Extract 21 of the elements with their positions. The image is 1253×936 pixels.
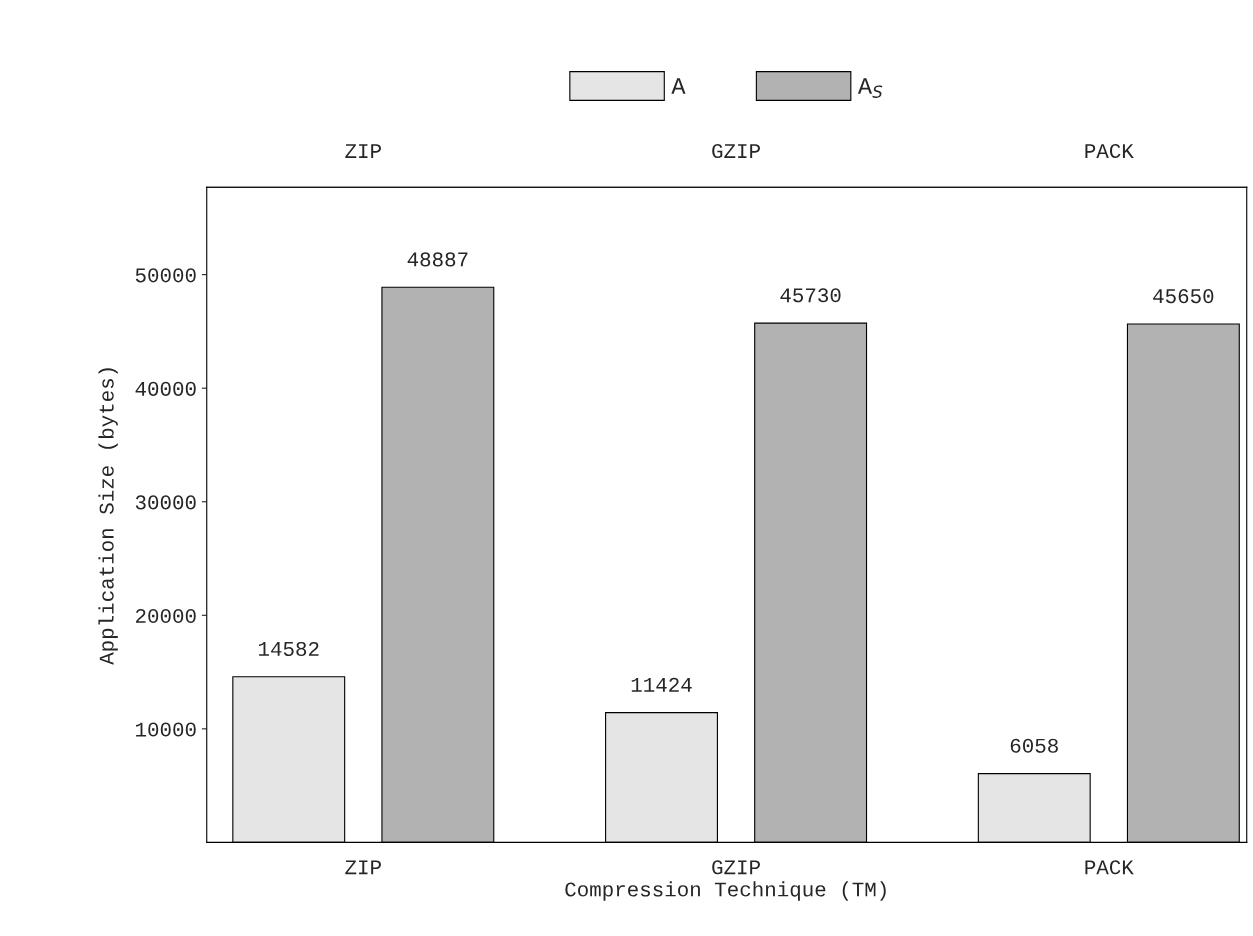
legend-label: A$_{S}$ bbox=[857, 78, 883, 98]
data-label: 6058 bbox=[1010, 738, 1058, 753]
data-label: 45650 bbox=[1153, 289, 1214, 304]
data-label: 45730 bbox=[780, 288, 841, 303]
data-label: 14582 bbox=[259, 641, 319, 657]
x-axis-title: Compression Technique (TM) bbox=[565, 881, 886, 901]
y-tick-label: 30000 bbox=[135, 495, 196, 510]
x-tick-label: ZIP bbox=[345, 860, 381, 875]
y-tick-label: 40000 bbox=[135, 381, 196, 396]
y-tick-label: 10000 bbox=[136, 722, 196, 737]
y-tick-label: 20000 bbox=[135, 608, 196, 624]
legend-label: A bbox=[671, 78, 686, 94]
category-label: GZIP bbox=[712, 143, 760, 159]
x-tick-label: PACK bbox=[1085, 860, 1134, 875]
y-tick-label: 50000 bbox=[135, 268, 196, 283]
category-label: PACK bbox=[1085, 143, 1134, 159]
x-tick-label: GZIP bbox=[712, 860, 760, 875]
y-axis-title: Application Size (bytes) bbox=[98, 368, 118, 665]
data-label: 48887 bbox=[407, 252, 468, 267]
data-label: 11424 bbox=[631, 677, 692, 692]
category-label: ZIP bbox=[345, 144, 381, 158]
